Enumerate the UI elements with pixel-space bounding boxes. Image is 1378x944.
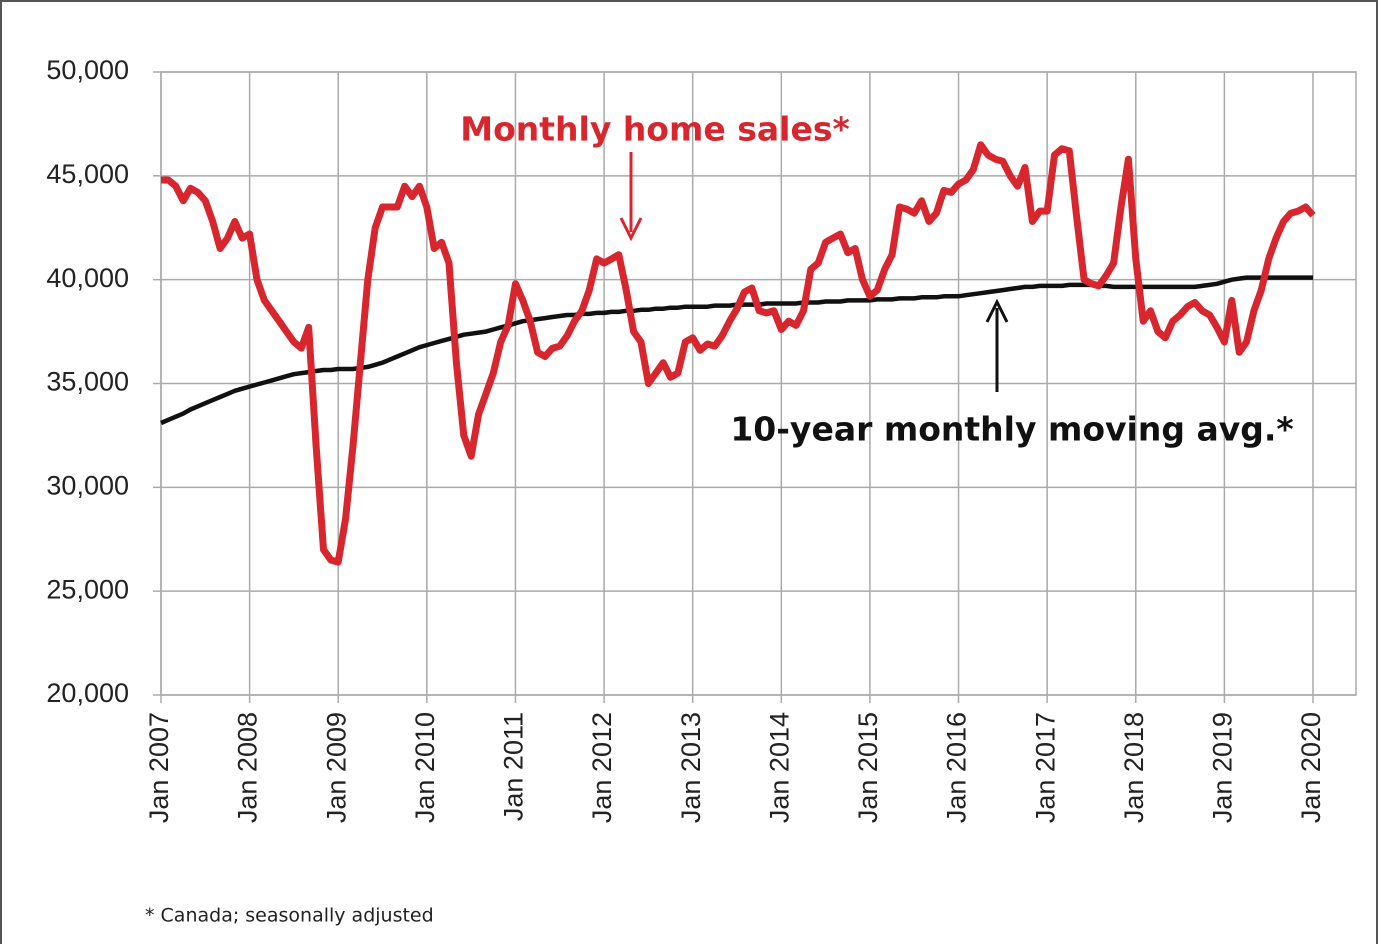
lines bbox=[160, 141, 1316, 566]
y-tick-label: 30,000 bbox=[46, 470, 129, 500]
x-tick-label: Jan 2014 bbox=[764, 712, 794, 823]
series-label: 10-year monthly moving avg.* bbox=[730, 410, 1293, 449]
series-line bbox=[161, 141, 1316, 566]
x-tick-label: Jan 2008 bbox=[233, 712, 263, 823]
x-tick-label: Jan 2012 bbox=[587, 712, 617, 823]
x-tick-label: Jan 2009 bbox=[321, 712, 351, 823]
x-tick-label: Jan 2011 bbox=[499, 712, 529, 821]
x-tick-label: Jan 2016 bbox=[942, 712, 972, 823]
x-tick-label: Jan 2007 bbox=[144, 712, 174, 823]
x-tick-label: Jan 2017 bbox=[1030, 712, 1060, 823]
y-tick-label: 35,000 bbox=[46, 367, 129, 397]
x-tick-label: Jan 2013 bbox=[676, 712, 706, 823]
x-tick-label: Jan 2019 bbox=[1208, 712, 1238, 823]
x-tick-label: Jan 2018 bbox=[1119, 712, 1149, 823]
y-tick-label: 20,000 bbox=[46, 678, 129, 708]
x-tick-label: Jan 2015 bbox=[853, 712, 883, 823]
x-tick-label: Jan 2020 bbox=[1296, 712, 1326, 823]
y-tick-label: 50,000 bbox=[46, 55, 129, 85]
x-tick-label: Jan 2010 bbox=[410, 712, 440, 823]
annotation-arrowhead bbox=[619, 217, 643, 242]
y-tick-label: 25,000 bbox=[46, 574, 129, 604]
y-tick-label: 45,000 bbox=[46, 159, 129, 189]
annotation-arrowhead bbox=[985, 298, 1009, 323]
y-tick-label: 40,000 bbox=[46, 263, 129, 293]
footnote: * Canada; seasonally adjusted bbox=[145, 905, 434, 927]
series-label: Monthly home sales* bbox=[460, 110, 850, 149]
grid: 20,000 25,000 30,000 35,000 40,000 45,000 50,0… bbox=[46, 55, 1356, 823]
